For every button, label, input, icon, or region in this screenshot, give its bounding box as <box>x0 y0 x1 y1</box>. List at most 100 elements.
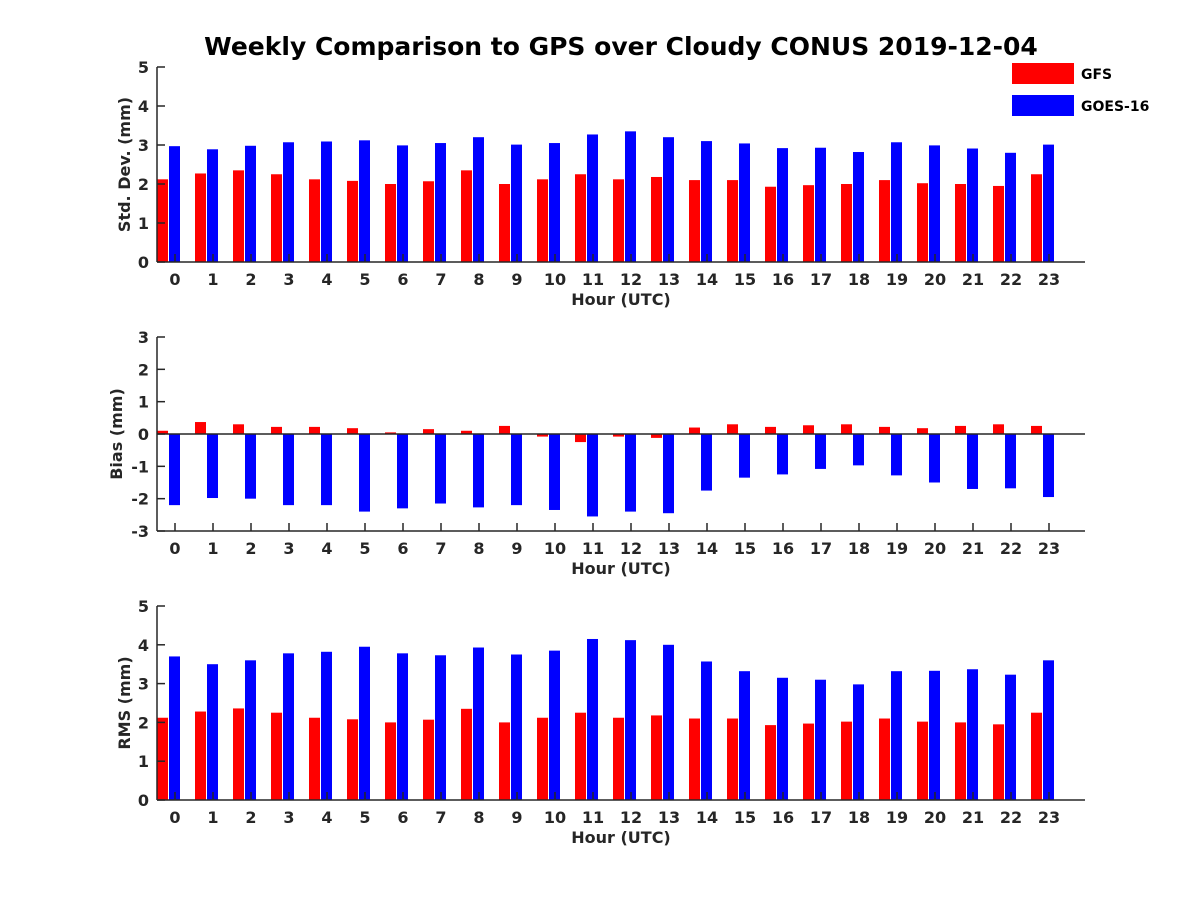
x-tick-label: 9 <box>511 270 522 289</box>
x-tick-label: 16 <box>772 270 794 289</box>
bar-goes16-hour-5 <box>359 434 370 512</box>
bar-gfs-hour-4 <box>309 426 320 434</box>
bar-goes16-hour-1 <box>207 149 218 262</box>
bar-goes16-hour-22 <box>1005 152 1016 262</box>
y-tick-label: 0 <box>138 425 149 444</box>
bar-gfs-hour-14 <box>689 718 700 800</box>
x-tick-label: 11 <box>582 539 604 558</box>
bar-gfs-hour-1 <box>195 711 206 800</box>
y-tick-label: 4 <box>138 636 149 655</box>
bar-gfs-hour-14 <box>689 427 700 434</box>
bar-goes16-hour-22 <box>1005 674 1016 800</box>
y-tick-label: 4 <box>138 97 149 116</box>
x-tick-label: 8 <box>473 808 484 827</box>
x-tick-label: 14 <box>696 270 718 289</box>
x-tick-label: 0 <box>169 270 180 289</box>
bar-goes16-hour-2 <box>245 660 256 800</box>
x-tick-label: 1 <box>207 539 218 558</box>
bar-goes16-hour-3 <box>283 434 294 506</box>
bar-gfs-hour-11 <box>575 712 586 800</box>
bar-gfs-hour-6 <box>385 432 396 434</box>
bar-goes16-hour-13 <box>663 137 674 262</box>
bar-goes16-hour-4 <box>321 434 332 506</box>
bar-goes16-hour-6 <box>397 434 408 509</box>
bar-gfs-hour-0 <box>157 430 168 434</box>
x-tick-label: 23 <box>1038 539 1060 558</box>
bar-goes16-hour-21 <box>967 434 978 489</box>
x-tick-label: 15 <box>734 270 756 289</box>
chart-title: Weekly Comparison to GPS over Cloudy CON… <box>204 32 1038 61</box>
x-tick-label: 12 <box>620 539 642 558</box>
x-tick-label: 7 <box>435 808 446 827</box>
bar-goes16-hour-23 <box>1043 660 1054 800</box>
x-tick-label: 7 <box>435 539 446 558</box>
bar-gfs-hour-3 <box>271 712 282 800</box>
bar-gfs-hour-23 <box>1031 712 1042 800</box>
bar-goes16-hour-17 <box>815 434 826 469</box>
y-tick-label: 2 <box>138 360 149 379</box>
bar-gfs-hour-20 <box>917 428 928 434</box>
y-tick-label: 5 <box>138 597 149 616</box>
bar-goes16-hour-17 <box>815 679 826 800</box>
y-tick-label: -3 <box>131 522 149 541</box>
bar-gfs-hour-23 <box>1031 425 1042 434</box>
x-tick-label: 6 <box>397 270 408 289</box>
x-tick-label: 0 <box>169 539 180 558</box>
bar-goes16-hour-0 <box>169 656 180 800</box>
bar-goes16-hour-19 <box>891 671 902 800</box>
legend-label-gfs: GFS <box>1081 67 1112 83</box>
bar-gfs-hour-19 <box>879 180 890 262</box>
bar-gfs-hour-4 <box>309 717 320 800</box>
bar-gfs-hour-15 <box>727 718 738 800</box>
x-tick-label: 13 <box>658 539 680 558</box>
x-tick-label: 5 <box>359 539 370 558</box>
x-tick-label: 11 <box>582 270 604 289</box>
bar-goes16-hour-5 <box>359 646 370 800</box>
bar-gfs-hour-15 <box>727 424 738 434</box>
bar-goes16-hour-7 <box>435 434 446 504</box>
x-tick-label: 21 <box>962 808 984 827</box>
x-tick-label: 14 <box>696 539 718 558</box>
bar-goes16-hour-10 <box>549 434 560 510</box>
bar-gfs-hour-21 <box>955 184 966 262</box>
x-tick-label: 14 <box>696 808 718 827</box>
bar-goes16-hour-21 <box>967 148 978 262</box>
x-tick-label: 10 <box>544 270 566 289</box>
bar-goes16-hour-4 <box>321 651 332 800</box>
x-tick-label: 21 <box>962 270 984 289</box>
bar-gfs-hour-0 <box>157 179 168 262</box>
x-tick-label: 22 <box>1000 539 1022 558</box>
x-tick-label: 12 <box>620 270 642 289</box>
bar-goes16-hour-11 <box>587 134 598 262</box>
y-tick-label: 1 <box>138 214 149 233</box>
bar-goes16-hour-1 <box>207 664 218 800</box>
x-tick-label: 12 <box>620 808 642 827</box>
bar-goes16-hour-14 <box>701 661 712 800</box>
bar-goes16-hour-23 <box>1043 434 1054 498</box>
bar-goes16-hour-12 <box>625 640 636 800</box>
bar-goes16-hour-0 <box>169 146 180 262</box>
bar-goes16-hour-18 <box>853 434 864 466</box>
x-tick-label: 0 <box>169 808 180 827</box>
bar-goes16-hour-23 <box>1043 144 1054 262</box>
bar-goes16-hour-17 <box>815 147 826 262</box>
bar-goes16-hour-1 <box>207 434 218 499</box>
bar-gfs-hour-10 <box>537 717 548 800</box>
bar-gfs-hour-23 <box>1031 174 1042 262</box>
x-tick-label: 1 <box>207 270 218 289</box>
bar-goes16-hour-20 <box>929 145 940 262</box>
bar-goes16-hour-11 <box>587 434 598 517</box>
bar-goes16-hour-18 <box>853 684 864 800</box>
bar-goes16-hour-20 <box>929 434 940 483</box>
x-tick-label: 9 <box>511 808 522 827</box>
x-tick-label: 10 <box>544 539 566 558</box>
bar-gfs-hour-6 <box>385 722 396 800</box>
x-tick-label: 2 <box>245 808 256 827</box>
bar-gfs-hour-5 <box>347 180 358 262</box>
bar-goes16-hour-15 <box>739 434 750 478</box>
bar-gfs-hour-22 <box>993 424 1004 434</box>
x-tick-label: 19 <box>886 539 908 558</box>
x-tick-label: 5 <box>359 270 370 289</box>
